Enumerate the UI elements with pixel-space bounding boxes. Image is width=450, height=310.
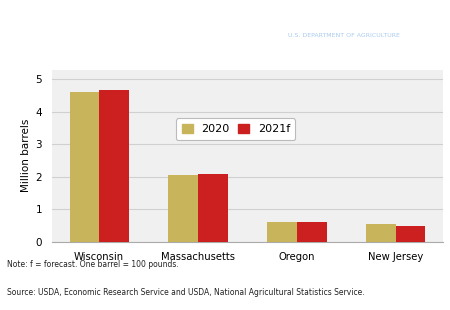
Text: Top U.S. cranberry producing: Top U.S. cranberry producing	[7, 3, 212, 16]
Bar	[70, 92, 99, 242]
Text: USDA: USDA	[250, 7, 297, 22]
Y-axis label: Million barrels: Million barrels	[21, 119, 31, 193]
Bar	[297, 222, 327, 242]
Bar	[267, 222, 297, 242]
Legend: 2020, 2021f: 2020, 2021f	[176, 118, 296, 140]
Bar	[168, 175, 198, 242]
Text: Note: f = forecast. One barrel = 100 pounds.: Note: f = forecast. One barrel = 100 pou…	[7, 260, 179, 269]
Bar	[99, 90, 129, 242]
Bar	[366, 224, 396, 242]
Bar	[198, 174, 228, 242]
Bar	[396, 226, 425, 242]
Text: Economic Research Service: Economic Research Service	[288, 6, 418, 15]
Text: Source: USDA, Economic Research Service and USDA, National Agricultural Statisti: Source: USDA, Economic Research Service …	[7, 288, 364, 297]
Text: U.S. DEPARTMENT OF AGRICULTURE: U.S. DEPARTMENT OF AGRICULTURE	[288, 33, 400, 38]
Text: States, 2020-21: States, 2020-21	[7, 35, 119, 48]
